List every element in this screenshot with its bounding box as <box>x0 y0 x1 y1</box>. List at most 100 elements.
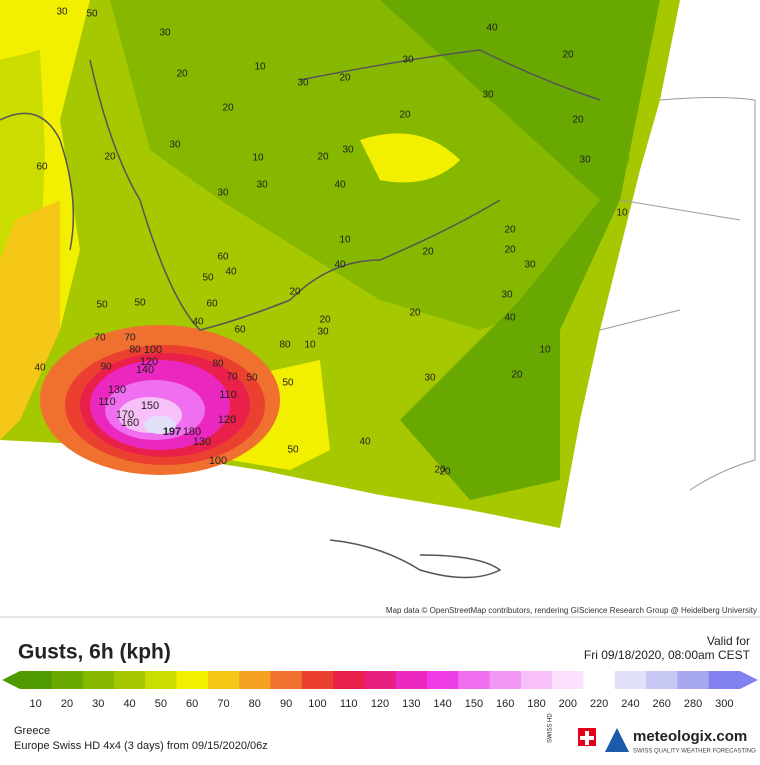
scale-swatch <box>708 671 741 689</box>
scale-label: 80 <box>249 698 261 710</box>
contour-label: 30 <box>297 78 309 89</box>
contour-label: 20 <box>176 69 188 80</box>
contour-label: 160 <box>121 417 139 429</box>
contour-label: 180 <box>183 426 201 438</box>
scale-label: 50 <box>155 698 167 710</box>
scale-swatch <box>145 671 178 689</box>
contour-label: 20 <box>399 110 411 121</box>
contour-label: 30 <box>256 180 268 191</box>
contour-label: 197 <box>163 426 181 438</box>
contour-label: 20 <box>422 247 434 258</box>
contour-label: 170 <box>116 409 134 421</box>
wind-zone <box>360 133 460 183</box>
contour-label: 20 <box>439 467 451 478</box>
contour-label: 20 <box>504 225 516 236</box>
scale-swatch <box>489 671 522 689</box>
contour-label: 20 <box>409 308 421 319</box>
contour-label: 20 <box>339 73 351 84</box>
coastline <box>0 49 601 579</box>
scale-swatch <box>51 671 84 689</box>
contour-label: 130 <box>108 384 126 396</box>
contour-label: 90 <box>100 362 112 373</box>
scale-swatch <box>176 671 209 689</box>
contour-label: 40 <box>334 180 346 191</box>
scale-label: 120 <box>371 698 389 710</box>
contour-label: 20 <box>434 465 446 476</box>
wind-zone <box>0 200 60 440</box>
contour-label: 30 <box>317 327 329 338</box>
scale-label: 90 <box>280 698 292 710</box>
scale-label: 280 <box>684 698 702 710</box>
scale-arrow-right <box>740 671 758 689</box>
scale-swatch <box>207 671 240 689</box>
contour-label: 40 <box>192 317 204 328</box>
contour-label: 50 <box>96 300 108 311</box>
contour-label: 20 <box>504 245 516 256</box>
contour-label: 110 <box>98 396 116 408</box>
contour-label: 30 <box>579 155 591 166</box>
scale-label: 40 <box>123 698 135 710</box>
scale-swatch <box>646 671 678 689</box>
scale-swatch <box>333 671 365 689</box>
contour-label: 30 <box>56 7 68 18</box>
valid-label: Valid for <box>707 634 750 648</box>
contour-label: 20 <box>104 152 116 163</box>
scale-swatch <box>520 671 553 689</box>
contour-label: 30 <box>159 28 171 39</box>
scale-label: 160 <box>496 698 514 710</box>
scale-label: 30 <box>92 698 104 710</box>
legend-title: Gusts, 6h (kph) <box>18 641 171 664</box>
border <box>599 97 756 491</box>
contour-label: 60 <box>36 162 48 173</box>
contour-label: 110 <box>219 389 237 401</box>
contour-label: 100 <box>209 455 227 467</box>
region: Greece <box>14 725 50 737</box>
contour-label: 40 <box>225 267 237 278</box>
scale-label: 140 <box>433 698 451 710</box>
contour-label: 30 <box>524 260 536 271</box>
badge: SWISS HD <box>548 713 554 743</box>
contour-label: 60 <box>206 299 218 310</box>
scale-swatch <box>270 671 303 689</box>
contour-label: 150 <box>141 400 159 412</box>
contour-label: 50 <box>246 373 258 384</box>
scale-swatch <box>395 671 428 689</box>
contour-label: 20 <box>222 103 234 114</box>
contour-label: 30 <box>217 188 229 199</box>
contour-label: 30 <box>342 145 354 156</box>
contour-label: 30 <box>501 290 513 301</box>
contour-label: 40 <box>486 23 498 34</box>
scale-label: 240 <box>621 698 639 710</box>
scale-label: 60 <box>186 698 198 710</box>
scale-label: 20 <box>61 698 73 710</box>
contour-label: 80 <box>279 340 291 351</box>
attribution-bg <box>336 604 760 617</box>
scale-swatch <box>301 671 334 689</box>
contour-label: 50 <box>282 378 294 389</box>
contour-label: 10 <box>339 235 351 246</box>
contour-label: 30 <box>169 140 181 151</box>
scale-label: 130 <box>402 698 420 710</box>
scale-swatch <box>677 671 710 689</box>
scale-swatch <box>614 671 647 689</box>
scale-label: 150 <box>465 698 483 710</box>
valid-time: Fri 09/18/2020, 08:00am CEST <box>584 648 751 662</box>
tagline: SWISS QUALITY WEATHER FORECASTING <box>633 749 756 755</box>
scale-swatch <box>583 671 616 689</box>
contour-label: 80 <box>129 345 141 356</box>
contour-label: 20 <box>572 115 584 126</box>
scale-swatch <box>82 671 115 689</box>
contour-label: 10 <box>252 153 264 164</box>
scale-arrow-left <box>2 671 20 689</box>
contour-label: 50 <box>287 445 299 456</box>
contour-label: 70 <box>124 333 136 344</box>
contour-label: 20 <box>317 152 329 163</box>
model-run: Europe Swiss HD 4x4 (3 days) from 09/15/… <box>14 740 268 752</box>
contour-label: 140 <box>136 364 154 376</box>
contour-label: 20 <box>289 287 301 298</box>
scale-label: 220 <box>590 698 608 710</box>
contour-label: 40 <box>504 313 516 324</box>
